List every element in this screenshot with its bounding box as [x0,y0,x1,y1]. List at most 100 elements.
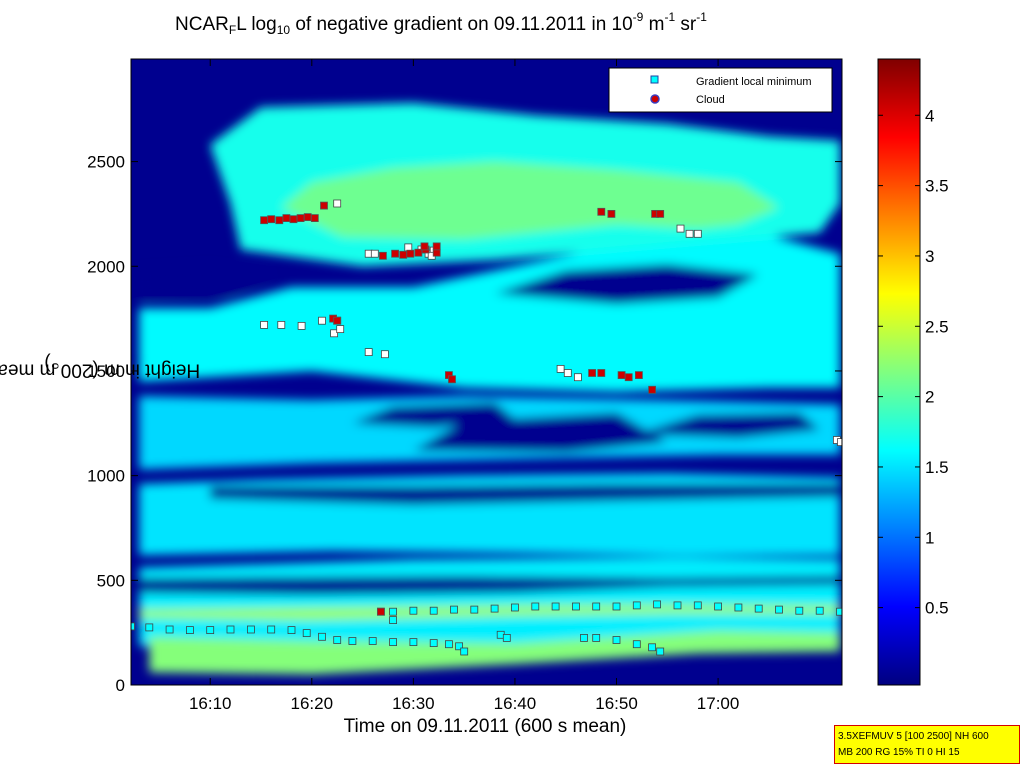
legend-box [608,67,833,113]
cloud-point [597,207,606,216]
plot-frame [130,58,843,686]
cloud-point [624,373,633,382]
gradient-minimum-point [714,602,722,611]
gradient-minimum-point [444,640,453,649]
gradient-minimum-point [775,605,783,614]
title-mid1: L log [236,14,277,35]
x-tick-label: 16:10 [189,694,232,713]
gradient-minimum-point [429,639,438,647]
cloud-point [267,215,276,224]
gradient-minimum-point [287,626,296,634]
cloud-point [635,371,643,380]
colorbar-tick-label: 1 [925,528,934,547]
colorbar-tick-label: 3 [925,247,934,266]
gradient-minimum-point [336,325,345,334]
legend-marker-gradient-minimum [650,75,659,84]
gradient-minimum-point [330,329,339,338]
plot-area: 16:10 16:20 16:30 16:40 16:50 17:00 0 500 1000 1… [87,58,843,713]
legend-label-gradient-minimum: Gradient local minimum [696,76,812,88]
gradient-minimum-point [815,606,824,615]
colorbar-tick-label: 4 [925,106,934,125]
colorbar: 0.5 1 1.5 2 2.5 3 3.5 4 [877,58,949,686]
field-region-8 [139,312,841,355]
legend: Gradient local minimum Cloud [608,67,833,113]
gradient-minimum-point [348,637,357,645]
low-region-4 [636,412,820,438]
gradient-minimum-point [470,605,479,614]
cloud-point [296,214,305,223]
gradient-minimum-point [551,602,560,611]
gradient-minimum-point [592,634,601,642]
cloud-point [376,607,385,616]
gradient-minimum-point [460,647,469,656]
gradient-minimum-point [277,320,286,329]
cloud-point [378,251,387,260]
gradient-minimum-point [368,637,377,645]
gradient-minimum-point [131,622,135,631]
gradient-minimum-point [490,604,499,613]
gradient-minimum-point [580,634,588,642]
colorbar-tick-label: 1.5 [925,458,949,477]
legend-label-cloud: Cloud [696,94,725,106]
annotation-line-1: 3.5XEFMUV 5 [100 2500] NH 600 [838,731,989,742]
cloud-point [406,249,415,258]
colorbar-ticks: 0.5 1 1.5 2 2.5 3 3.5 4 [878,106,949,618]
low-region-0 [139,576,841,595]
cloud-point [420,242,429,251]
gradient-minimum-point [370,249,379,258]
title-mid4: sr [675,14,697,35]
gradient-minimum-point [267,625,276,634]
cloud-point [448,375,456,384]
x-tick-label: 16:30 [392,694,435,713]
gradient-minimum-point [693,229,702,238]
title-prefix-sub: F [228,23,237,37]
cloud-point [648,385,656,394]
y-tick-label: 2000 [87,257,125,276]
cloud-point [282,214,291,223]
x-axis-label: Time on 09.11.2011 (600 s mean) [343,716,627,737]
gradient-minimum-point [510,603,519,612]
gradient-minimum-point [632,640,641,649]
cloud-point [588,369,596,377]
settings-annotation: 3.5XEFMUV 5 [100 2500] NH 600 MB 200 RG … [834,725,1020,764]
y-tick-label: 2500 [87,153,125,172]
title-exp3: -1 [696,10,707,24]
gradient-minimum-point [612,636,621,644]
title-exp2: -1 [664,10,676,24]
colorbar-tick-label: 2.5 [925,317,949,336]
gradient-minimum-point [653,600,661,609]
cloud-point [656,209,665,218]
low-region-5 [494,264,759,304]
low-region-6 [139,266,272,298]
cloud-point [597,369,606,377]
y-tick-label: 1500 [87,362,125,381]
cloud-point [399,250,408,259]
colorbar-tick-label: 3.5 [925,177,949,196]
colorbar-gradient [877,58,921,686]
heatmap-field [139,103,841,675]
gradient-minimum-point [572,602,580,611]
marker-layer [131,199,842,656]
gradient-minimum-point [450,605,458,614]
cloud-point [275,216,284,225]
gradient-minimum-point [318,316,326,325]
gradient-minimum-point [297,321,306,330]
y-axis: 0 500 1000 1500 2000 2500 [87,153,842,695]
title-mid3: m [643,14,665,35]
gradient-minimum-point [389,607,398,616]
gradient-minimum-point [556,364,565,373]
gradient-minimum-point [632,601,641,610]
low-region-3 [352,402,515,428]
gradient-minimum-point [429,606,438,615]
gradient-minimum-point [795,606,804,615]
annotation-line-2: MB 200 RG 15% TI 0 HI 15 [838,747,960,758]
cloud-point [617,371,626,380]
y-tick-label: 0 [116,676,125,695]
title-log-sub: 10 [276,23,291,37]
cloud-point [333,316,342,325]
gradient-minimum-point [673,601,682,610]
gradient-minimum-point [185,626,194,634]
gradient-minimum-point [563,369,572,377]
y-axis-label-end: ) [44,352,51,374]
